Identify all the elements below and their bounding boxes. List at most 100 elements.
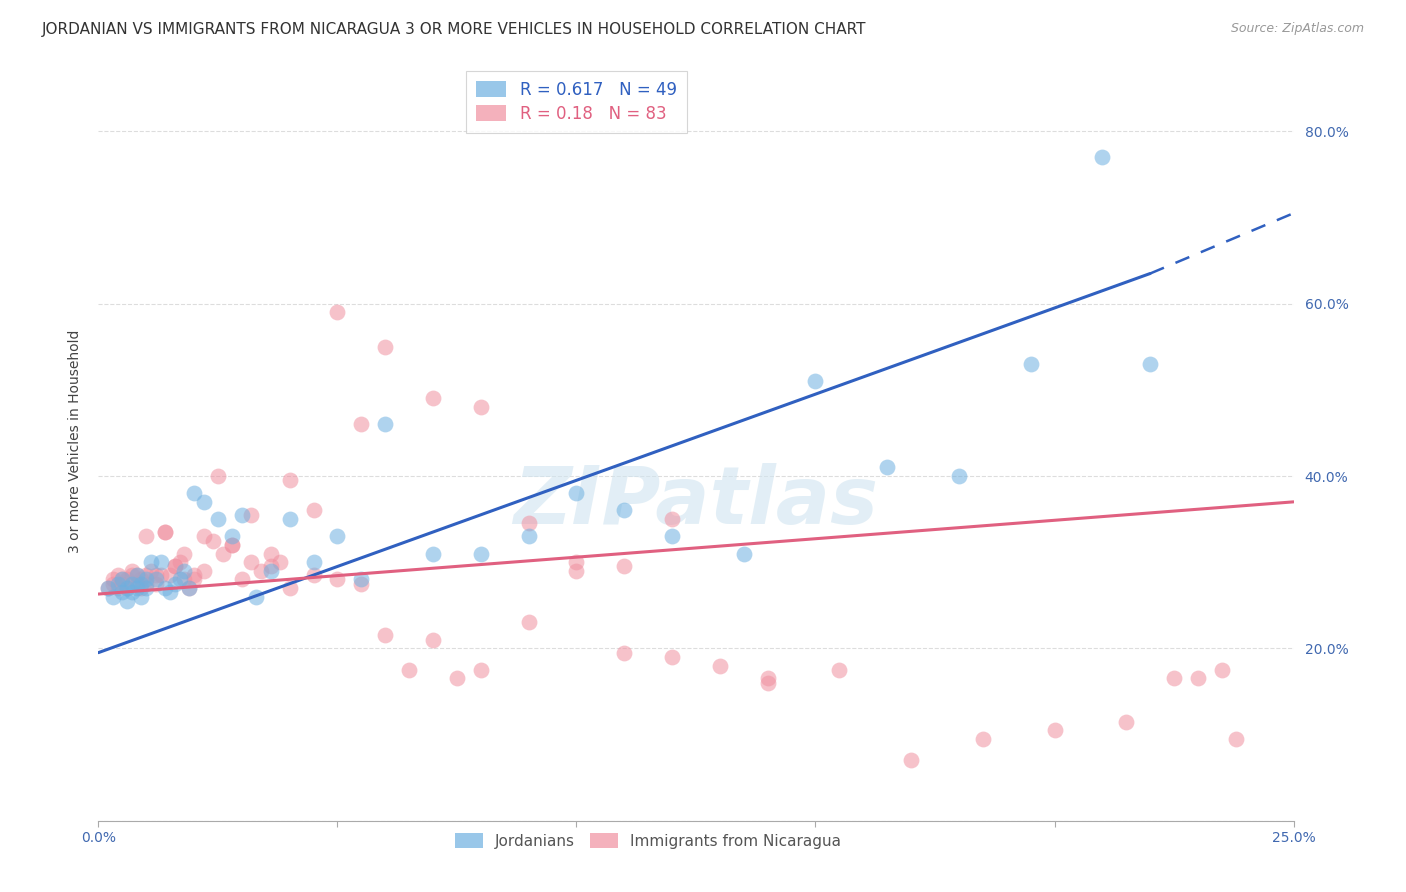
Point	[900, 753, 922, 767]
Point	[661, 512, 683, 526]
Point	[115, 581, 138, 595]
Point	[135, 576, 157, 591]
Point	[159, 585, 181, 599]
Point	[221, 529, 243, 543]
Point	[1139, 357, 1161, 371]
Point	[183, 568, 205, 582]
Point	[1187, 672, 1209, 686]
Point	[111, 573, 134, 587]
Point	[183, 573, 205, 587]
Point	[326, 529, 349, 543]
Point	[517, 516, 540, 531]
Point	[374, 340, 396, 354]
Point	[756, 672, 779, 686]
Point	[876, 460, 898, 475]
Text: Source: ZipAtlas.com: Source: ZipAtlas.com	[1230, 22, 1364, 36]
Point	[135, 568, 157, 582]
Point	[111, 585, 134, 599]
Point	[139, 564, 162, 578]
Text: ZIPatlas: ZIPatlas	[513, 463, 879, 541]
Point	[470, 400, 492, 414]
Point	[1115, 714, 1137, 729]
Point	[661, 649, 683, 664]
Point	[125, 568, 148, 582]
Point	[446, 672, 468, 686]
Point	[163, 559, 186, 574]
Point	[350, 573, 373, 587]
Point	[422, 392, 444, 406]
Point	[135, 581, 157, 595]
Point	[326, 573, 349, 587]
Point	[756, 675, 779, 690]
Point	[145, 576, 167, 591]
Point	[972, 731, 994, 746]
Point	[350, 417, 373, 432]
Point	[163, 559, 186, 574]
Point	[948, 469, 970, 483]
Point	[173, 547, 195, 561]
Point	[1019, 357, 1042, 371]
Point	[259, 564, 281, 578]
Point	[211, 547, 233, 561]
Point	[565, 564, 588, 578]
Point	[221, 538, 243, 552]
Point	[121, 576, 143, 591]
Point	[169, 573, 191, 587]
Point	[245, 590, 267, 604]
Point	[193, 495, 215, 509]
Point	[131, 573, 153, 587]
Point	[470, 663, 492, 677]
Point	[207, 469, 229, 483]
Point	[231, 573, 253, 587]
Point	[135, 573, 157, 587]
Y-axis label: 3 or more Vehicles in Household: 3 or more Vehicles in Household	[69, 330, 83, 553]
Point	[183, 486, 205, 500]
Point	[269, 555, 291, 569]
Point	[1091, 150, 1114, 164]
Point	[1211, 663, 1233, 677]
Point	[101, 590, 124, 604]
Point	[155, 524, 177, 539]
Point	[155, 524, 177, 539]
Point	[350, 576, 373, 591]
Point	[135, 529, 157, 543]
Point	[278, 581, 301, 595]
Point	[107, 568, 129, 582]
Point	[1043, 723, 1066, 738]
Point	[804, 374, 827, 388]
Point	[193, 529, 215, 543]
Point	[374, 417, 396, 432]
Point	[1225, 731, 1247, 746]
Point	[163, 576, 186, 591]
Point	[613, 503, 636, 517]
Point	[1163, 672, 1185, 686]
Point	[221, 538, 243, 552]
Point	[149, 568, 172, 582]
Point	[398, 663, 420, 677]
Point	[517, 529, 540, 543]
Point	[125, 581, 148, 595]
Point	[259, 547, 281, 561]
Point	[121, 564, 143, 578]
Point	[111, 576, 134, 591]
Point	[231, 508, 253, 522]
Point	[422, 547, 444, 561]
Point	[250, 564, 273, 578]
Point	[159, 568, 181, 582]
Point	[145, 568, 167, 582]
Point	[107, 576, 129, 591]
Point	[302, 555, 325, 569]
Point	[107, 581, 129, 595]
Point	[115, 594, 138, 608]
Point	[470, 547, 492, 561]
Point	[179, 581, 201, 595]
Point	[374, 628, 396, 642]
Legend: Jordanians, Immigrants from Nicaragua: Jordanians, Immigrants from Nicaragua	[449, 827, 848, 855]
Point	[326, 305, 349, 319]
Point	[125, 568, 148, 582]
Point	[302, 568, 325, 582]
Point	[613, 559, 636, 574]
Point	[145, 573, 167, 587]
Point	[155, 581, 177, 595]
Point	[278, 473, 301, 487]
